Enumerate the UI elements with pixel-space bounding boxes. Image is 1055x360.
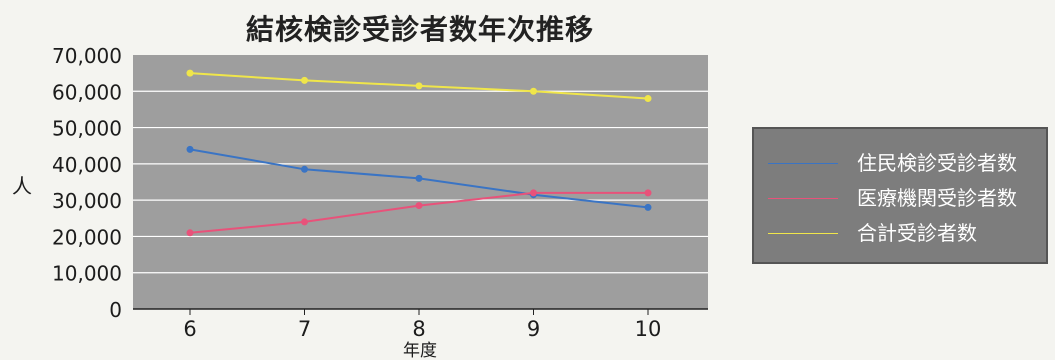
legend-swatch-resident xyxy=(768,163,838,164)
data-point xyxy=(301,218,308,226)
data-point xyxy=(644,203,652,211)
data-point xyxy=(415,202,423,210)
data-point xyxy=(301,76,308,84)
x-axis-label: 年度 xyxy=(403,341,437,360)
legend-item-total: 合計受診者数 xyxy=(754,219,1046,249)
y-tick-labels: 70,000 60,000 50,000 40,000 30,000 20,000 10,0… xyxy=(52,44,122,322)
y-tick-label: 60,000 xyxy=(52,80,122,104)
y-tick-label: 0 xyxy=(109,298,122,322)
data-point xyxy=(644,189,652,197)
legend-item-medical: 医療機関受診者数 xyxy=(754,184,1046,214)
y-tick-label: 50,000 xyxy=(52,117,122,141)
chart-title: 結核検診受診者数年次推移 xyxy=(245,13,594,46)
y-tick-label: 10,000 xyxy=(52,262,122,286)
legend: 住民検診受診者数 医療機関受診者数 合計受診者数 xyxy=(752,127,1048,264)
x-tick-label: 10 xyxy=(635,317,662,341)
data-point xyxy=(644,95,652,103)
y-tick-label: 40,000 xyxy=(52,153,122,177)
data-point xyxy=(530,189,537,197)
y-axis-label: 人 xyxy=(12,174,32,198)
data-point xyxy=(530,87,537,95)
y-tick-label: 70,000 xyxy=(52,44,122,68)
legend-label-medical: 医療機関受診者数 xyxy=(857,186,1017,210)
data-point xyxy=(301,165,308,173)
x-tick-label: 9 xyxy=(527,317,540,341)
legend-item-resident: 住民検診受診者数 xyxy=(754,149,1046,179)
legend-swatch-total xyxy=(768,233,838,234)
x-tick-label: 6 xyxy=(183,317,196,341)
y-tick-label: 30,000 xyxy=(52,189,122,213)
x-tick-labels: 6 7 8 9 10 xyxy=(183,309,661,341)
legend-label-total: 合計受診者数 xyxy=(857,221,977,245)
data-point xyxy=(186,145,194,153)
legend-label-resident: 住民検診受診者数 xyxy=(857,151,1017,175)
plot-area xyxy=(133,55,708,309)
series-lines xyxy=(186,69,652,237)
data-point xyxy=(415,82,423,90)
data-point xyxy=(186,69,194,77)
x-tick-label: 8 xyxy=(412,317,425,341)
legend-swatch-medical xyxy=(768,198,838,199)
data-point xyxy=(186,229,194,237)
grid-lines xyxy=(133,90,708,274)
data-point xyxy=(415,174,423,182)
y-tick-label: 20,000 xyxy=(52,225,122,249)
x-tick-label: 7 xyxy=(298,317,311,341)
